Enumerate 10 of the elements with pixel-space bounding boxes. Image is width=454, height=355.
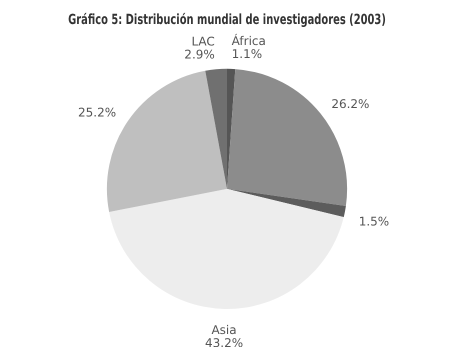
slice-label: África (232, 33, 266, 48)
data-label: 2.9% (184, 47, 215, 62)
data-label: 1.1% (232, 47, 262, 62)
slice-label: Asia (211, 323, 237, 338)
data-label: 26.2% (331, 96, 370, 111)
slice-label: LAC (191, 34, 215, 48)
data-label: 43.2% (204, 336, 244, 350)
chart-title: Gráfico 5: Distribución mundial de investigadores (2003) (68, 11, 386, 28)
data-label: 25.2% (78, 106, 116, 120)
data-label: 1.5% (358, 214, 390, 228)
